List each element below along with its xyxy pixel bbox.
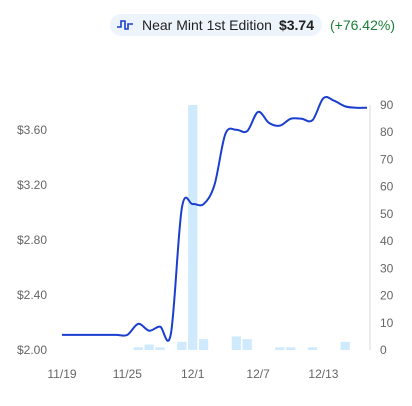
volume-bar	[155, 347, 165, 350]
volume-bar	[231, 336, 241, 350]
y-tick-label-right: 0	[380, 343, 387, 357]
x-axis: 11/19 11/25 12/1 12/7 12/13	[47, 367, 338, 381]
price-line-icon	[117, 20, 133, 30]
volume-bar	[188, 105, 198, 350]
y-axis-left: $3.60 $3.20 $2.80 $2.40 $2.00	[17, 123, 47, 357]
y-tick-label-left: $2.80	[17, 233, 47, 247]
current-price: $3.74	[278, 17, 314, 33]
series-legend-chip[interactable]: Near Mint 1st Edition $3.74	[110, 14, 322, 36]
volume-bar	[275, 347, 285, 350]
volume-bar	[198, 339, 209, 350]
y-tick-label-left: $3.20	[17, 178, 47, 192]
x-tick-label: 12/13	[308, 367, 338, 381]
volume-bar	[307, 347, 318, 350]
y-tick-label-right: 10	[380, 316, 394, 330]
volume-bar	[286, 347, 296, 350]
y-tick-label-right: 50	[380, 207, 394, 221]
y-tick-label-left: $2.00	[17, 343, 47, 357]
volume-bar	[340, 341, 350, 350]
y-tick-label-right: 40	[380, 234, 394, 248]
series-name: Near Mint 1st Edition	[142, 17, 272, 33]
y-tick-label-right: 60	[380, 180, 394, 194]
y-tick-label-right: 90	[380, 98, 394, 112]
y-tick-label-right: 80	[380, 125, 394, 139]
y-tick-label-left: $3.60	[17, 123, 47, 137]
x-tick-label: 11/19	[47, 367, 76, 381]
volume-bar	[133, 347, 143, 350]
x-tick-label: 12/7	[246, 367, 270, 381]
y-tick-label-left: $2.40	[17, 288, 47, 302]
volume-bars	[133, 105, 350, 350]
volume-bar	[242, 339, 252, 350]
price-change-percent: (+76.42%)	[330, 17, 395, 33]
x-tick-label: 12/1	[181, 367, 205, 381]
y-axis-right: 90 80 70 60 50 40 30 20 10 0	[380, 98, 394, 357]
volume-bar	[144, 344, 154, 350]
x-tick-label: 11/25	[113, 367, 142, 381]
y-tick-label-right: 20	[380, 289, 394, 303]
y-tick-label-right: 70	[380, 152, 394, 166]
y-tick-label-right: 30	[380, 261, 394, 275]
price-line	[62, 96, 368, 342]
volume-bar	[177, 341, 187, 350]
